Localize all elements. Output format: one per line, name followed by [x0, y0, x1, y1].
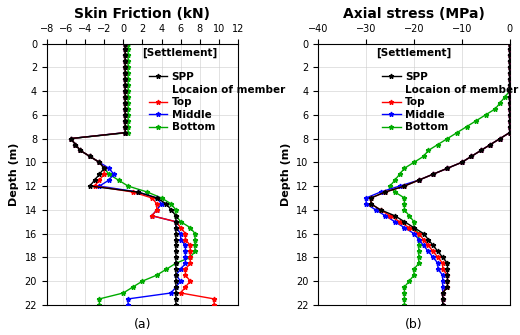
X-axis label: Axial stress (MPa): Axial stress (MPa) — [343, 7, 485, 21]
Legend: SPP, Locaion of member, Top, Middle, Bottom: SPP, Locaion of member, Top, Middle, Bot… — [148, 71, 286, 133]
Text: [Settlement]: [Settlement] — [142, 48, 218, 58]
Legend: SPP, Locaion of member, Top, Middle, Bottom: SPP, Locaion of member, Top, Middle, Bot… — [381, 71, 519, 133]
Text: (b): (b) — [405, 318, 423, 331]
Text: (a): (a) — [134, 318, 151, 331]
Y-axis label: Depth (m): Depth (m) — [281, 142, 291, 206]
Text: [Settlement]: [Settlement] — [376, 48, 451, 58]
X-axis label: Skin Friction (kN): Skin Friction (kN) — [74, 7, 211, 21]
Y-axis label: Depth (m): Depth (m) — [9, 142, 19, 206]
